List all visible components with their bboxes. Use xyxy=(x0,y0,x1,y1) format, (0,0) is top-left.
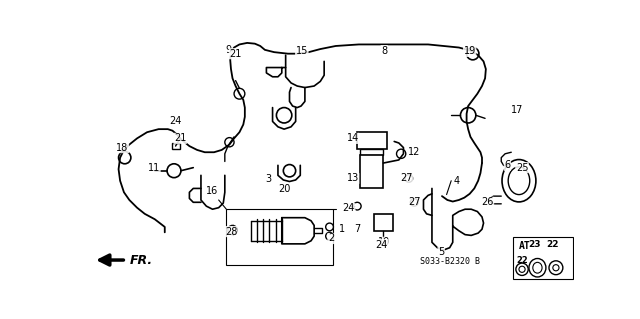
FancyBboxPatch shape xyxy=(357,132,387,149)
Circle shape xyxy=(228,226,237,235)
Text: 5: 5 xyxy=(438,247,444,257)
Circle shape xyxy=(353,202,361,210)
Text: 26: 26 xyxy=(481,197,493,207)
Text: 22: 22 xyxy=(516,256,528,264)
Circle shape xyxy=(467,48,479,60)
Text: 12: 12 xyxy=(408,147,420,157)
Text: 24: 24 xyxy=(342,204,355,213)
Text: 27: 27 xyxy=(400,174,413,183)
Circle shape xyxy=(284,165,296,177)
Circle shape xyxy=(410,198,418,206)
Text: 27: 27 xyxy=(408,197,420,207)
Circle shape xyxy=(553,265,559,271)
Text: 6: 6 xyxy=(504,160,511,170)
Circle shape xyxy=(397,149,406,159)
Circle shape xyxy=(460,108,476,123)
FancyBboxPatch shape xyxy=(227,209,333,265)
Ellipse shape xyxy=(533,262,542,273)
Text: 14: 14 xyxy=(346,133,359,143)
Text: AT: AT xyxy=(519,241,531,251)
Text: 24: 24 xyxy=(376,240,388,250)
Circle shape xyxy=(234,88,245,99)
Text: 8: 8 xyxy=(381,46,387,56)
Text: S033-B2320 B: S033-B2320 B xyxy=(420,257,481,266)
Circle shape xyxy=(118,152,131,164)
FancyBboxPatch shape xyxy=(513,237,573,279)
FancyBboxPatch shape xyxy=(172,143,180,149)
Text: 23: 23 xyxy=(528,240,541,249)
Text: FR.: FR. xyxy=(129,254,152,267)
Ellipse shape xyxy=(529,258,546,277)
Text: 19: 19 xyxy=(463,46,476,56)
Text: 9: 9 xyxy=(226,45,232,55)
Text: 16: 16 xyxy=(206,186,219,196)
Circle shape xyxy=(326,232,333,240)
Text: 13: 13 xyxy=(346,174,359,183)
Text: 15: 15 xyxy=(296,46,308,56)
FancyBboxPatch shape xyxy=(360,149,383,155)
Text: 7: 7 xyxy=(354,224,360,234)
Circle shape xyxy=(519,266,525,272)
FancyBboxPatch shape xyxy=(360,155,383,188)
Ellipse shape xyxy=(508,167,530,195)
Circle shape xyxy=(516,263,528,275)
Text: 11: 11 xyxy=(148,163,160,173)
Text: 10: 10 xyxy=(378,237,390,247)
Text: 20: 20 xyxy=(278,184,291,194)
Text: 21: 21 xyxy=(229,49,242,59)
Text: 22: 22 xyxy=(547,240,559,249)
Text: 1: 1 xyxy=(339,224,345,234)
Text: 4: 4 xyxy=(454,176,460,186)
Ellipse shape xyxy=(502,160,536,202)
Circle shape xyxy=(225,137,234,147)
Text: 28: 28 xyxy=(225,226,237,237)
Circle shape xyxy=(326,223,333,231)
Text: 18: 18 xyxy=(116,143,129,152)
Text: 25: 25 xyxy=(516,163,528,173)
Text: 17: 17 xyxy=(511,105,523,115)
FancyBboxPatch shape xyxy=(374,214,394,231)
Text: 3: 3 xyxy=(265,174,271,184)
Text: 21: 21 xyxy=(174,133,186,143)
Circle shape xyxy=(167,164,181,178)
Text: 24: 24 xyxy=(170,116,182,126)
Circle shape xyxy=(405,174,413,182)
Text: 2: 2 xyxy=(328,234,334,243)
Circle shape xyxy=(276,108,292,123)
Circle shape xyxy=(549,261,563,275)
